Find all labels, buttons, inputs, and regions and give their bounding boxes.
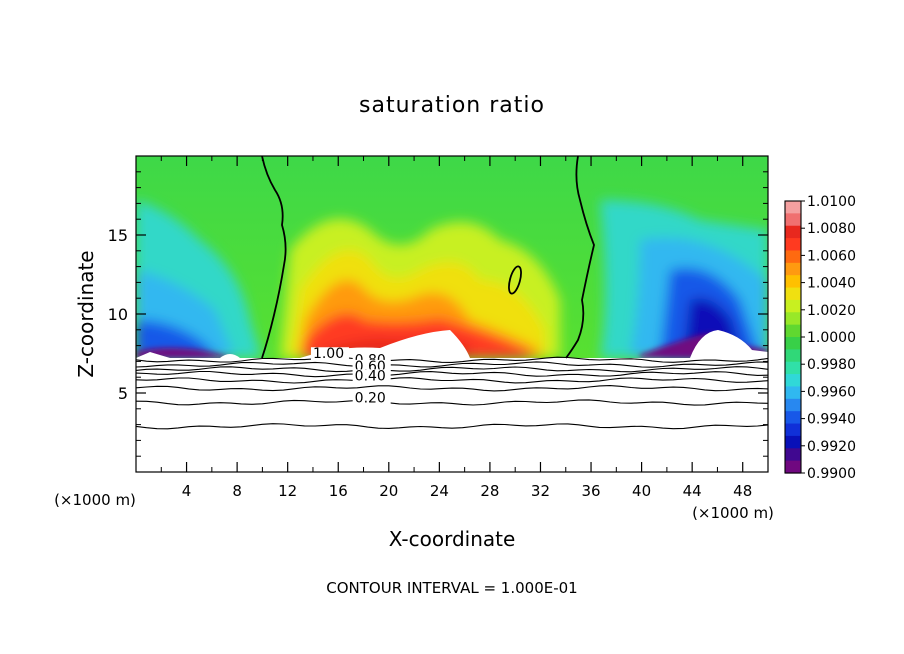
colorbar-swatch — [785, 213, 801, 227]
chart-title: saturation ratio — [359, 93, 545, 118]
colorbar-swatch — [785, 374, 801, 388]
contour-label: 1.00 — [313, 346, 344, 362]
contour-1.00-right — [565, 156, 595, 359]
x-unit-label-left: (×1000 m) — [54, 491, 136, 509]
contour-line — [136, 423, 768, 430]
contour-line — [136, 399, 768, 406]
colorbar-swatch — [785, 238, 801, 252]
colorbar-label: 1.0040 — [807, 276, 856, 292]
colorbar-label: 0.9960 — [807, 384, 856, 400]
colorbar-swatch — [785, 275, 801, 289]
x-tick-label: 40 — [632, 482, 651, 500]
colorbar-swatch — [785, 299, 801, 313]
plot-area — [136, 156, 768, 472]
contour-label-bg — [352, 369, 391, 383]
x-tick-label: 44 — [683, 482, 702, 500]
colorbar-swatch — [785, 361, 801, 375]
contour-label: 0.40 — [355, 368, 386, 384]
y-tick-label: 15 — [108, 226, 128, 245]
colorbar-swatch — [785, 201, 801, 214]
contour-interval-footer: CONTOUR INTERVAL = 1.000E-01 — [326, 579, 577, 597]
y-axis-ticks: 5 10 15 — [108, 171, 768, 457]
colorbar-label: 1.0020 — [807, 303, 856, 319]
colorbar-label: 0.9920 — [807, 439, 856, 455]
contour-line — [136, 377, 768, 384]
x-tick-label: 16 — [329, 482, 348, 500]
x-tick-label: 32 — [531, 482, 550, 500]
x-tick-label: 24 — [430, 482, 449, 500]
x-tick-label: 36 — [581, 482, 600, 500]
colorbar-label: 0.9900 — [807, 466, 856, 482]
contour-line — [136, 366, 768, 373]
colorbar-label: 0.9940 — [807, 412, 856, 428]
colorbar-swatch — [785, 312, 801, 326]
y-axis-label: Z-coordinate — [74, 250, 98, 377]
x-axis-label: X-coordinate — [389, 527, 516, 551]
colorbar-swatch — [785, 250, 801, 264]
contour-1.00-island — [508, 265, 522, 295]
x-tick-label: 28 — [480, 482, 499, 500]
boundary-layer — [136, 358, 768, 472]
contour-label-bg — [310, 347, 349, 361]
colorbar-swatch — [785, 324, 801, 338]
colorbar-label: 1.0000 — [807, 330, 856, 346]
colorbar-swatch — [785, 460, 801, 474]
colorbar: 1.0100 1.0080 1.0060 1.0040 1.0020 1.0000 0.99… — [784, 194, 856, 482]
colorbar-swatch — [785, 448, 801, 462]
x-tick-label: 20 — [379, 482, 398, 500]
contour-lines — [136, 356, 768, 430]
y-tick-label: 10 — [108, 305, 128, 324]
colorbar-swatch — [785, 337, 801, 350]
contour-line — [136, 370, 768, 378]
contour-line — [136, 356, 768, 363]
colorbar-swatch — [785, 225, 801, 239]
contour-line — [136, 385, 768, 392]
colorbar-swatch — [785, 262, 801, 276]
colorbar-label: 0.9980 — [807, 357, 856, 373]
colorbar-label: 1.0060 — [807, 248, 856, 264]
y-tick-label: 5 — [118, 384, 128, 403]
colorbar-label: 1.0080 — [807, 221, 856, 237]
contour-1.00-left — [261, 156, 287, 359]
x-tick-label: 48 — [733, 482, 752, 500]
x-unit-label-right: (×1000 m) — [692, 504, 774, 522]
x-tick-label: 12 — [278, 482, 297, 500]
colorbar-swatch — [785, 423, 801, 437]
x-tick-label: 4 — [182, 482, 192, 500]
colorbar-swatch — [785, 386, 801, 400]
colorbar-swatch — [785, 398, 801, 412]
contour-label-bg — [352, 391, 391, 405]
x-tick-label: 8 — [232, 482, 242, 500]
cloud-base-white — [136, 330, 768, 358]
colorbar-swatch — [785, 435, 801, 449]
colorbar-label: 1.0100 — [807, 194, 856, 210]
x-axis-ticks: 4 8 12 16 20 24 28 32 36 40 44 48 — [160, 156, 769, 500]
contour-labels: 1.000.800.600.400.20 — [310, 346, 391, 406]
contour-line — [136, 361, 768, 368]
colorbar-swatch — [785, 349, 801, 363]
colorbar-swatch — [785, 411, 801, 425]
contour-label: 0.20 — [355, 390, 386, 406]
colorbar-swatch — [785, 287, 801, 301]
